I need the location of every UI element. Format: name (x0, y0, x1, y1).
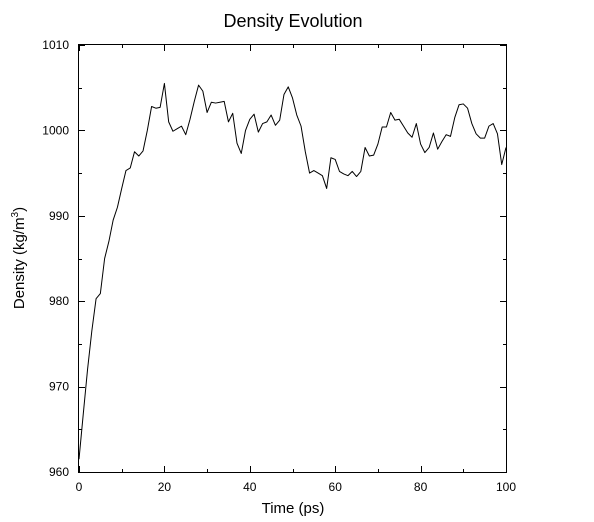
y-axis-label-text: Density (kg/m (11, 217, 28, 309)
y-tick-labels: 960 970 980 990 1000 1010 (42, 38, 69, 479)
x-tick-label: 0 (76, 480, 83, 494)
chart-title: Density Evolution (223, 11, 362, 31)
y-tick-label: 960 (49, 465, 69, 479)
y-tick-label: 990 (49, 209, 69, 223)
axis-ticks (79, 45, 507, 473)
y-tick-label: 1000 (42, 123, 69, 137)
x-tick-label: 80 (414, 480, 428, 494)
y-tick-label: 1010 (42, 38, 69, 52)
x-axis-label: Time (ps) (262, 500, 325, 517)
density-series-line (78, 82, 507, 460)
x-tick-labels: 0 20 40 60 80 100 (76, 480, 517, 494)
y-axis-label-superscript: 3 (10, 211, 21, 217)
y-axis-label: Density (kg/m3) (10, 207, 28, 309)
x-tick-label: 20 (158, 480, 172, 494)
y-tick-label: 980 (49, 294, 69, 308)
y-axis-label-close: ) (11, 207, 28, 212)
plot-frame (78, 44, 507, 473)
x-tick-label: 60 (329, 480, 343, 494)
x-tick-label: 40 (243, 480, 257, 494)
x-tick-label: 100 (496, 480, 516, 494)
y-tick-label: 970 (49, 380, 69, 394)
